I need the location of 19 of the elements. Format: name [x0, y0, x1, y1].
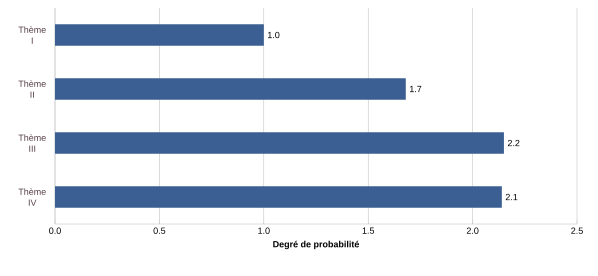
y-tick-label: Thème I [18, 26, 46, 44]
x-tick-label: 0.0 [49, 228, 61, 234]
y-tick-label: Thème III [18, 134, 46, 152]
data-label: 2.2 [508, 140, 520, 146]
bar [55, 186, 502, 208]
x-axis-title: Degré de probabilité [273, 240, 360, 250]
bar [55, 24, 264, 46]
bar [55, 132, 504, 154]
bar [55, 78, 406, 100]
y-tick-label: Thème IV [18, 188, 46, 206]
x-tick-label: 2.0 [466, 228, 478, 234]
data-label: 1.7 [410, 86, 422, 92]
x-tick-label: 1.5 [362, 228, 374, 234]
x-tick-label: 1.0 [258, 228, 270, 234]
data-label: 1.0 [268, 32, 280, 38]
x-tick-label: 2.5 [571, 228, 583, 234]
data-label: 2.1 [506, 194, 518, 200]
y-tick-label: Thème II [18, 80, 46, 98]
x-tick-label: 0.5 [154, 228, 166, 234]
